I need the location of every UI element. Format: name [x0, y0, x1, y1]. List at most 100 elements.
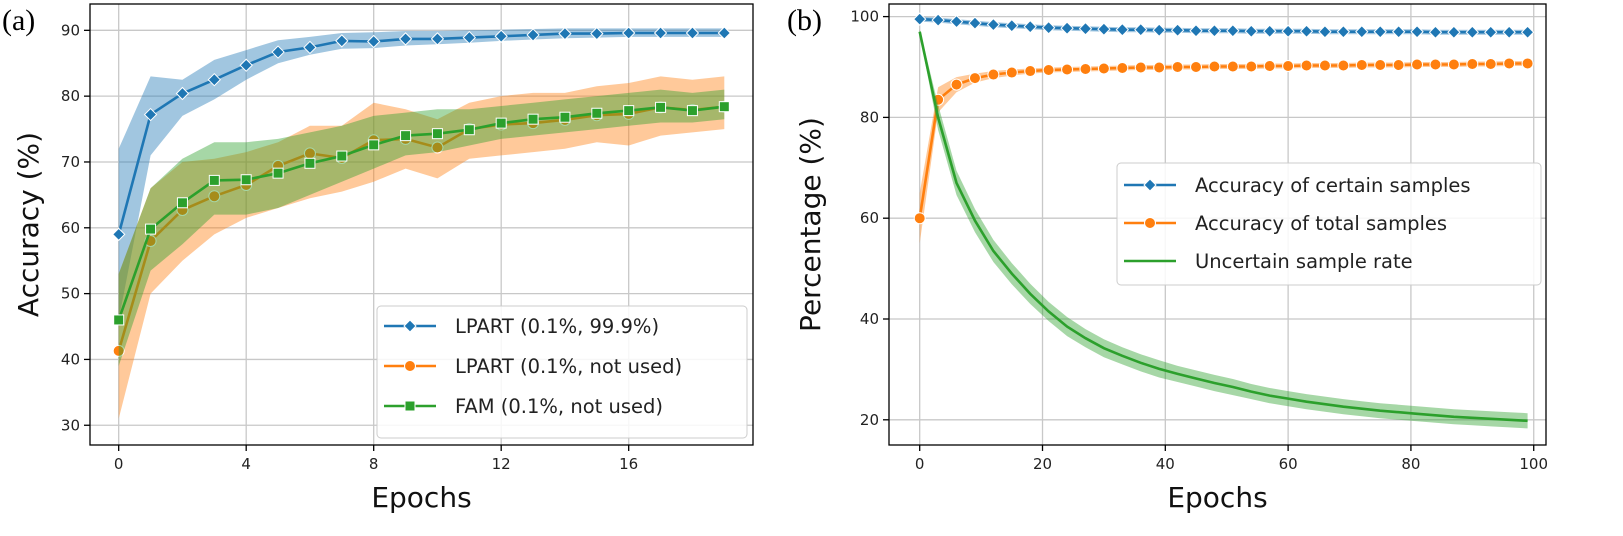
data-point: [1097, 22, 1111, 36]
y-axis-label: Accuracy (%): [12, 132, 45, 317]
data-point: [1189, 24, 1203, 38]
data-point: [558, 26, 572, 41]
data-point: [1190, 61, 1203, 73]
x-tick-label: 20: [1033, 455, 1052, 473]
data-point: [272, 167, 284, 179]
legend-entry: Uncertain sample rate: [1195, 250, 1413, 273]
legend-marker: [1143, 178, 1157, 192]
legend-marker: [404, 360, 416, 372]
data-point: [1005, 18, 1019, 33]
data-point: [1208, 60, 1221, 73]
x-tick-label: 16: [619, 455, 638, 473]
series-1: [913, 57, 1534, 244]
data-point: [431, 141, 444, 154]
legend-entry: LPART (0.1%, 99.9%): [455, 315, 659, 338]
data-point: [1134, 61, 1147, 74]
data-point: [1023, 19, 1037, 34]
x-tick-label: 80: [1401, 455, 1420, 473]
data-point: [1171, 61, 1184, 73]
data-point: [718, 101, 730, 113]
legend-marker: [1144, 217, 1156, 229]
data-point: [1170, 23, 1185, 37]
x-tick-label: 40: [1156, 455, 1175, 473]
x-axis-label: Epochs: [371, 481, 471, 514]
data-point: [1373, 25, 1387, 39]
data-point: [111, 227, 126, 242]
data-point: [1134, 22, 1148, 37]
data-point: [1153, 61, 1166, 74]
data-point: [913, 212, 926, 225]
data-point: [1521, 57, 1534, 70]
y-tick-label: 40: [61, 350, 80, 368]
confidence-band: [118, 76, 725, 419]
y-axis-label: Percentage (%): [794, 117, 827, 332]
data-point: [1079, 63, 1092, 76]
data-point: [112, 344, 125, 357]
data-point: [1484, 57, 1497, 70]
data-point: [1355, 58, 1368, 71]
data-point: [208, 174, 220, 186]
data-point: [1152, 23, 1166, 37]
data-point: [987, 68, 1000, 81]
data-point: [1391, 25, 1406, 39]
data-point: [949, 14, 964, 29]
data-point: [1318, 59, 1331, 72]
x-tick-label: 4: [241, 455, 251, 473]
data-point: [931, 13, 945, 27]
y-tick-label: 90: [61, 21, 80, 39]
data-point: [1061, 63, 1074, 76]
data-point: [559, 111, 571, 123]
y-tick-label: 30: [61, 416, 80, 434]
data-point: [1336, 25, 1351, 39]
legend-box: [376, 305, 748, 439]
data-point: [1005, 66, 1018, 79]
data-point: [271, 45, 285, 59]
x-tick-label: 8: [369, 455, 379, 473]
y-tick-label: 20: [860, 411, 879, 429]
data-point: [208, 190, 221, 203]
data-point: [655, 101, 667, 113]
data-point: [176, 197, 188, 209]
confidence-band: [118, 89, 725, 366]
data-point: [400, 130, 412, 142]
data-point: [1318, 25, 1332, 39]
y-tick-label: 50: [61, 285, 80, 303]
data-point: [1115, 22, 1130, 37]
data-point: [686, 105, 698, 117]
data-point: [717, 26, 732, 40]
data-point: [175, 86, 190, 101]
data-point: [1281, 24, 1295, 38]
legend-entry: Accuracy of total samples: [1195, 212, 1447, 235]
data-point: [1374, 58, 1387, 71]
data-point: [912, 12, 927, 26]
data-point: [1042, 64, 1055, 77]
data-point: [1520, 25, 1535, 39]
data-point: [462, 30, 477, 45]
x-tick-label: 12: [492, 455, 511, 473]
legend-marker: [404, 400, 416, 412]
data-point: [1429, 58, 1442, 71]
data-point: [240, 174, 252, 186]
data-point: [366, 34, 381, 49]
data-point: [623, 105, 635, 117]
plot-frame: [89, 3, 754, 446]
data-point: [495, 117, 507, 129]
data-point: [1355, 25, 1369, 39]
series-line: [918, 62, 1528, 219]
y-tick-label: 70: [61, 153, 80, 171]
y-tick-label: 80: [61, 87, 80, 105]
x-tick-label: 60: [1279, 455, 1298, 473]
data-point: [1262, 24, 1277, 38]
data-point: [145, 223, 157, 235]
y-tick-label: 80: [860, 108, 879, 126]
data-point: [685, 26, 700, 40]
data-point: [336, 150, 348, 162]
series-line: [918, 31, 1528, 423]
data-point: [335, 34, 349, 48]
chart-panel-0: 0 4 8 12 16 30 40 50 60 70 80 90 Epochs Accuracy (%) (…: [2, 3, 754, 514]
data-point: [1245, 60, 1258, 73]
data-point: [1411, 58, 1424, 71]
data-point: [1244, 24, 1258, 38]
data-point: [398, 32, 413, 46]
